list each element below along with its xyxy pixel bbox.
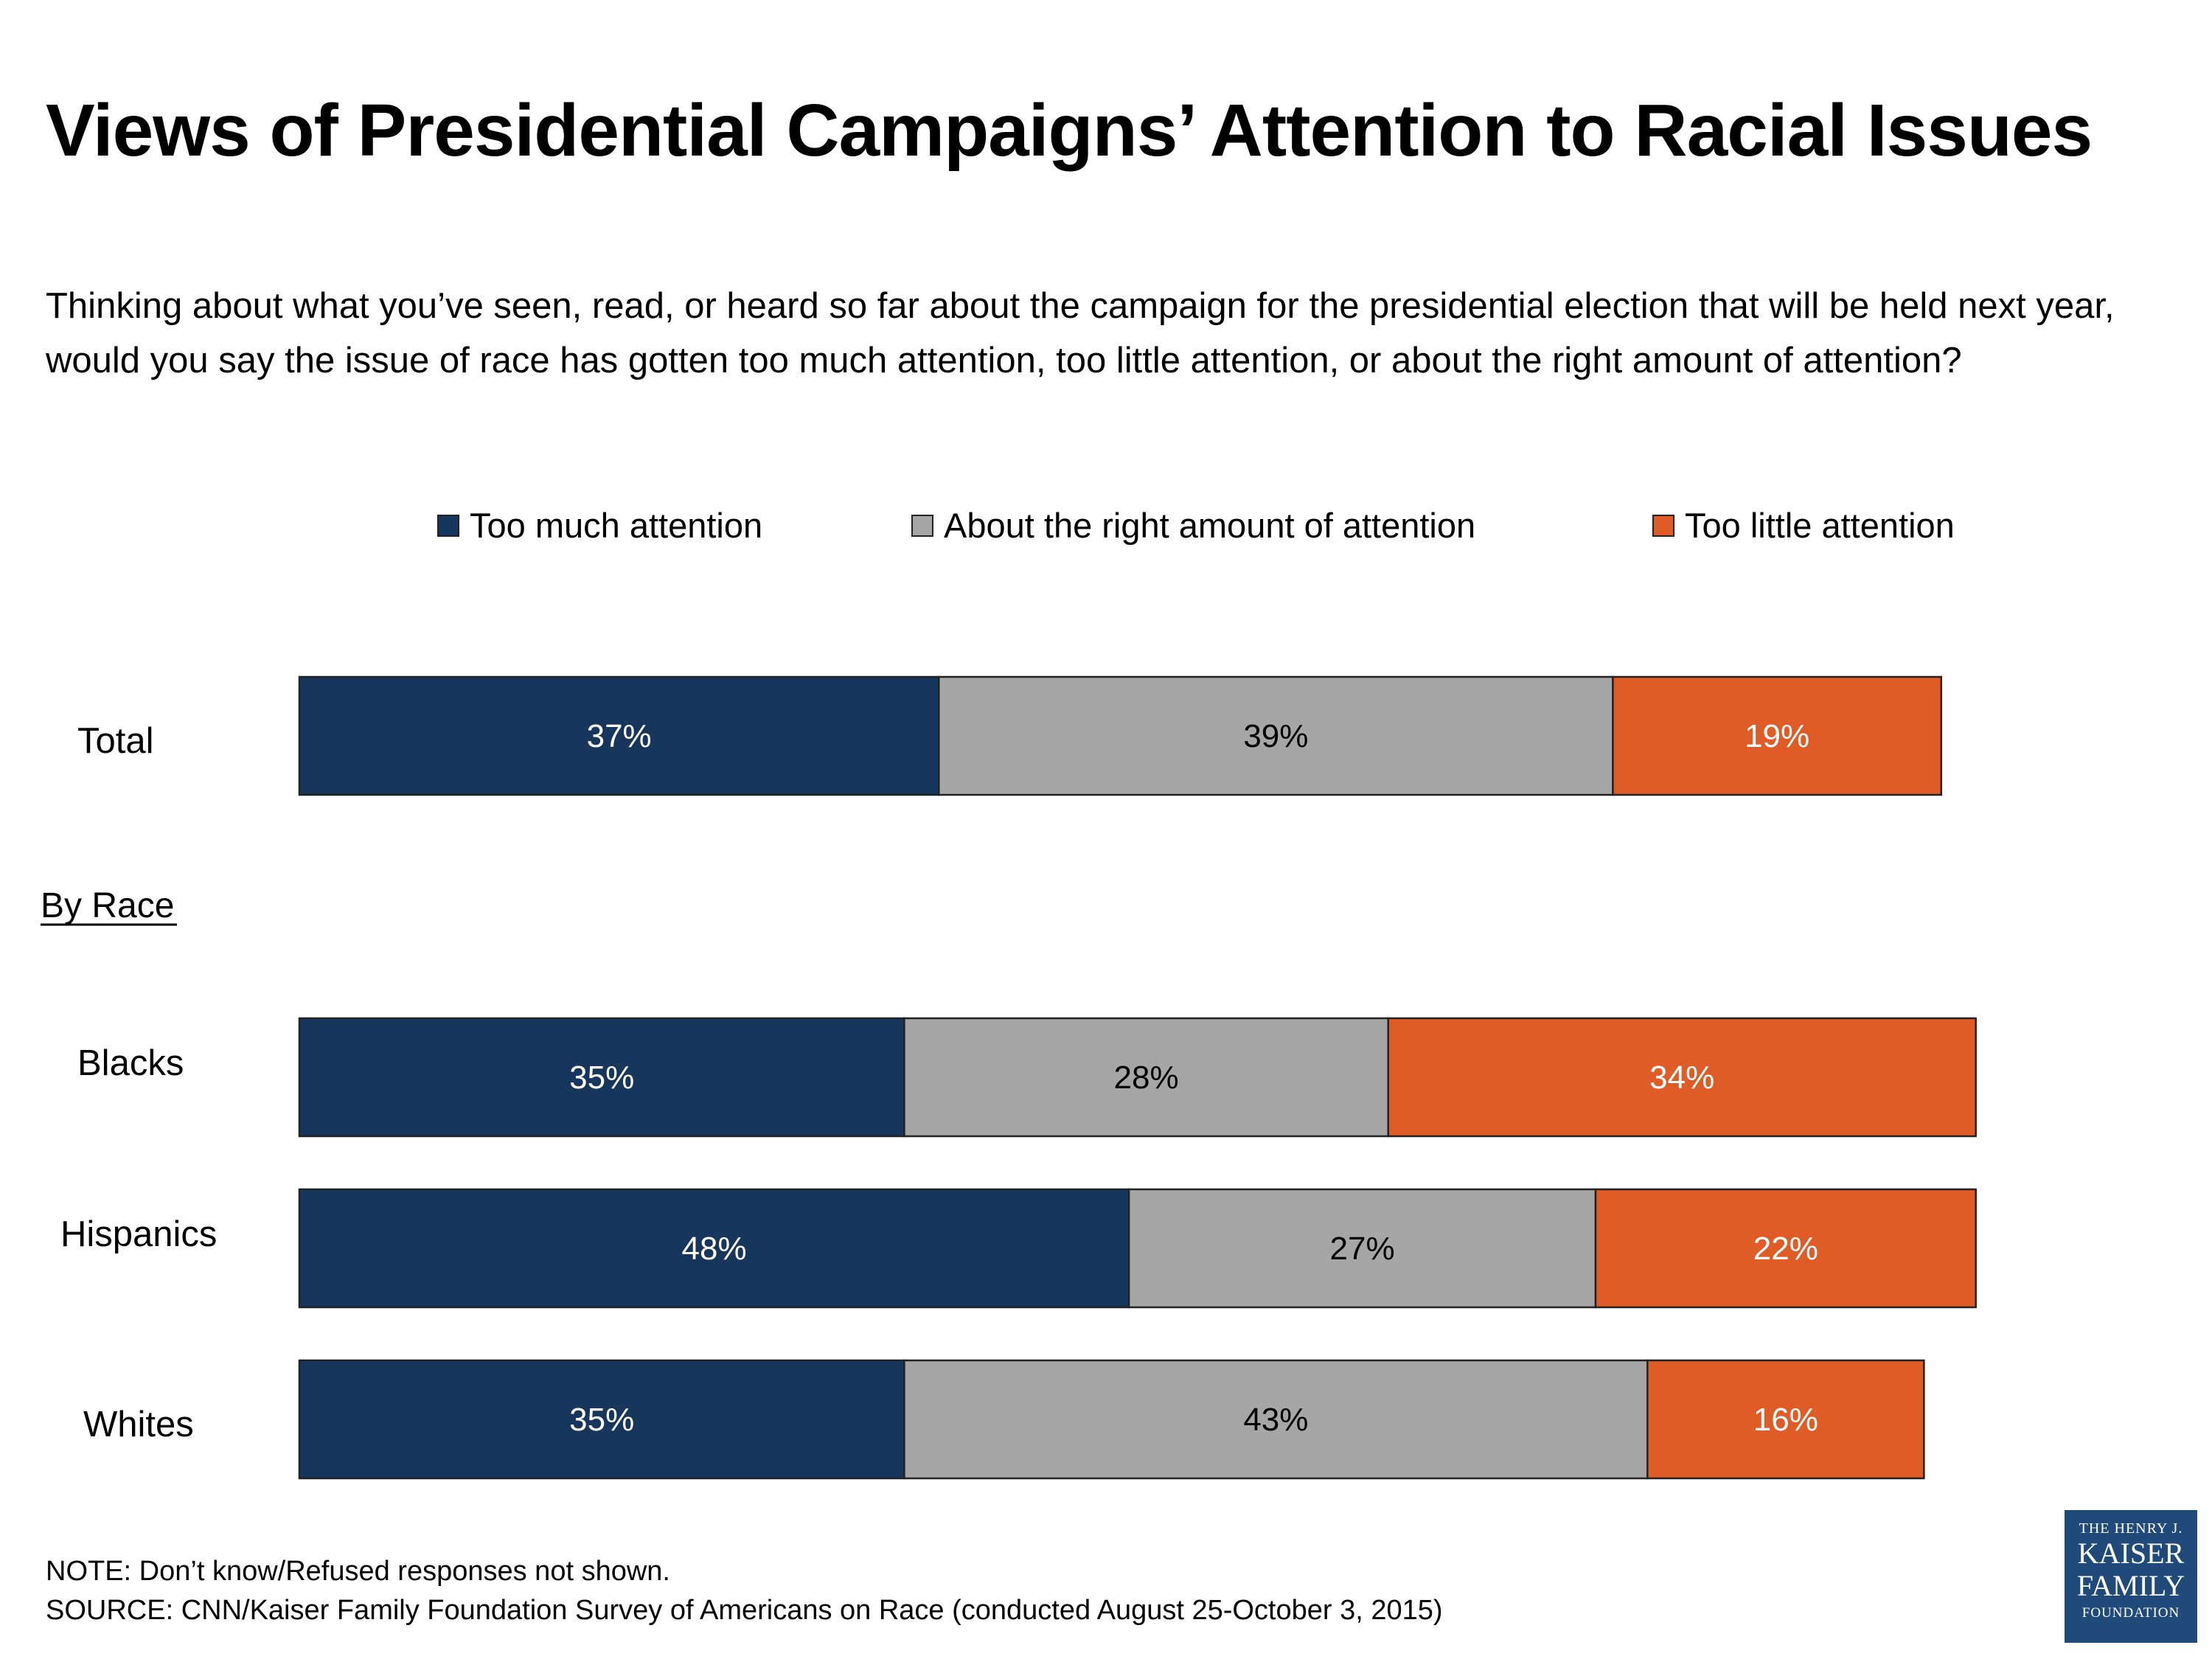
data-label-hispanics-series-0: 48%: [682, 1231, 747, 1267]
data-label-whites-series-0: 35%: [569, 1402, 634, 1438]
bar-blacks-series-2: [1387, 1017, 1977, 1138]
logo-line-4: FOUNDATION: [2081, 1605, 2180, 1621]
legend-swatch-too-much: [437, 514, 459, 537]
bar-total-series-0: [298, 675, 940, 796]
logo-line-3: FAMILY: [2076, 1569, 2185, 1602]
bar-blacks-series-1: [903, 1017, 1389, 1138]
logo-line-2: KAISER: [2077, 1537, 2185, 1570]
section-label-by-race: By Race: [41, 886, 174, 925]
legend-item-right-amount: About the right amount of attention: [911, 505, 1475, 546]
legend-label-too-little: Too little attention: [1685, 506, 1955, 545]
chart-legend: Too much attention About the right amoun…: [0, 505, 2212, 549]
bar-blacks-series-0: [298, 1017, 905, 1138]
bar-hispanics-series-2: [1594, 1188, 1977, 1309]
bar-hispanics-series-0: [298, 1188, 1130, 1309]
legend-label-right-amount: About the right amount of attention: [944, 506, 1476, 545]
data-label-blacks-series-0: 35%: [569, 1060, 634, 1096]
data-label-hispanics-series-1: 27%: [1330, 1231, 1395, 1267]
legend-item-too-little: Too little attention: [1652, 505, 1955, 546]
legend-label-too-much: Too much attention: [470, 506, 763, 545]
row-label-whites: Whites: [83, 1405, 194, 1444]
legend-swatch-right-amount: [911, 514, 933, 537]
bars: 37% 39% 19% 35% 28% 34% 48% 27% 22% 35% 43% 16%: [298, 675, 1977, 1480]
data-label-total-series-2: 19%: [1745, 718, 1809, 754]
kaiser-family-foundation-logo: THE HENRY J. KAISER FAMILY FOUNDATION: [2065, 1510, 2197, 1643]
data-label-whites-series-2: 16%: [1753, 1402, 1818, 1438]
row-label-blacks: Blacks: [77, 1043, 184, 1083]
bar-total-series-1: [938, 675, 1614, 796]
chart-title: Views of Presidential Campaigns’ Attenti…: [46, 89, 2093, 172]
bar-total-series-2: [1612, 675, 1943, 796]
data-label-hispanics-series-2: 22%: [1753, 1231, 1818, 1267]
data-label-whites-series-1: 43%: [1243, 1402, 1308, 1438]
row-label-hispanics: Hispanics: [60, 1214, 217, 1254]
footnote: NOTE: Don’t know/Refused responses not s…: [46, 1556, 670, 1587]
bar-whites-series-2: [1646, 1359, 1925, 1480]
bar-whites-series-1: [903, 1359, 1649, 1480]
legend-item-too-much: Too much attention: [437, 505, 762, 546]
data-label-total-series-0: 37%: [587, 718, 652, 754]
logo-line-1: THE HENRY J.: [2079, 1520, 2183, 1537]
row-label-total: Total: [77, 721, 154, 761]
data-label-blacks-series-2: 34%: [1649, 1060, 1714, 1096]
data-label-blacks-series-1: 28%: [1114, 1060, 1179, 1096]
source-note: SOURCE: CNN/Kaiser Family Foundation Sur…: [46, 1595, 1443, 1626]
data-label-total-series-1: 39%: [1243, 718, 1308, 754]
survey-question: Thinking about what you’ve seen, read, o…: [46, 286, 2115, 380]
row-labels: Total Blacks Hispanics Whites: [60, 721, 217, 1444]
bar-hispanics-series-1: [1127, 1188, 1597, 1309]
legend-swatch-too-little: [1652, 514, 1674, 537]
